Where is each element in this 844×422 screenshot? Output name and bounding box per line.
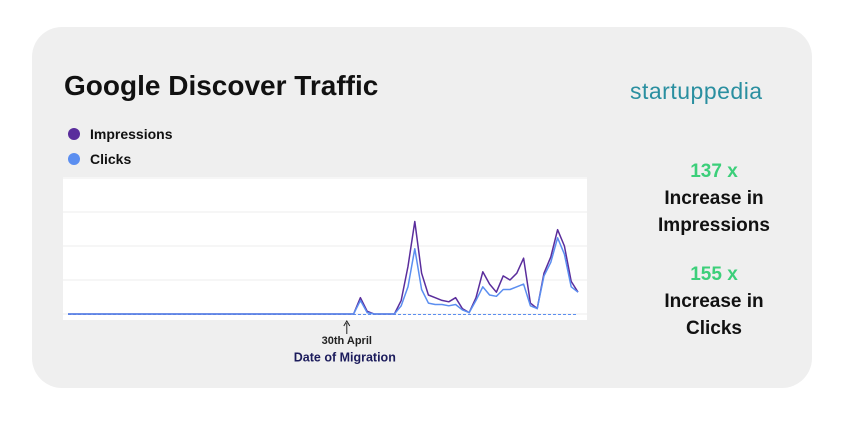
legend-label: Clicks bbox=[90, 151, 132, 167]
stat-value: 155 x bbox=[690, 264, 738, 285]
stat-value: 137 x bbox=[690, 161, 738, 182]
plot-area bbox=[63, 177, 587, 320]
stat-label: Increase in Clicks bbox=[664, 291, 764, 339]
stat: 155 x Increase in Clicks bbox=[640, 261, 788, 342]
stat: 137 x Increase in Impressions bbox=[640, 158, 788, 239]
chart-title: Google Discover Traffic bbox=[64, 70, 379, 101]
logo: startuppedia bbox=[630, 78, 763, 104]
legend-swatch bbox=[68, 128, 80, 140]
legend-swatch bbox=[68, 153, 80, 165]
x-tick-label: 30th April bbox=[322, 335, 372, 347]
stat-label: Increase in Impressions bbox=[658, 188, 770, 236]
legend-item: Impressions bbox=[68, 126, 172, 142]
x-axis-label: Date of Migration bbox=[294, 350, 396, 364]
series-line bbox=[68, 237, 579, 315]
legend-item: Clicks bbox=[68, 151, 131, 167]
arrow-head bbox=[343, 320, 351, 327]
legend-label: Impressions bbox=[90, 126, 173, 142]
